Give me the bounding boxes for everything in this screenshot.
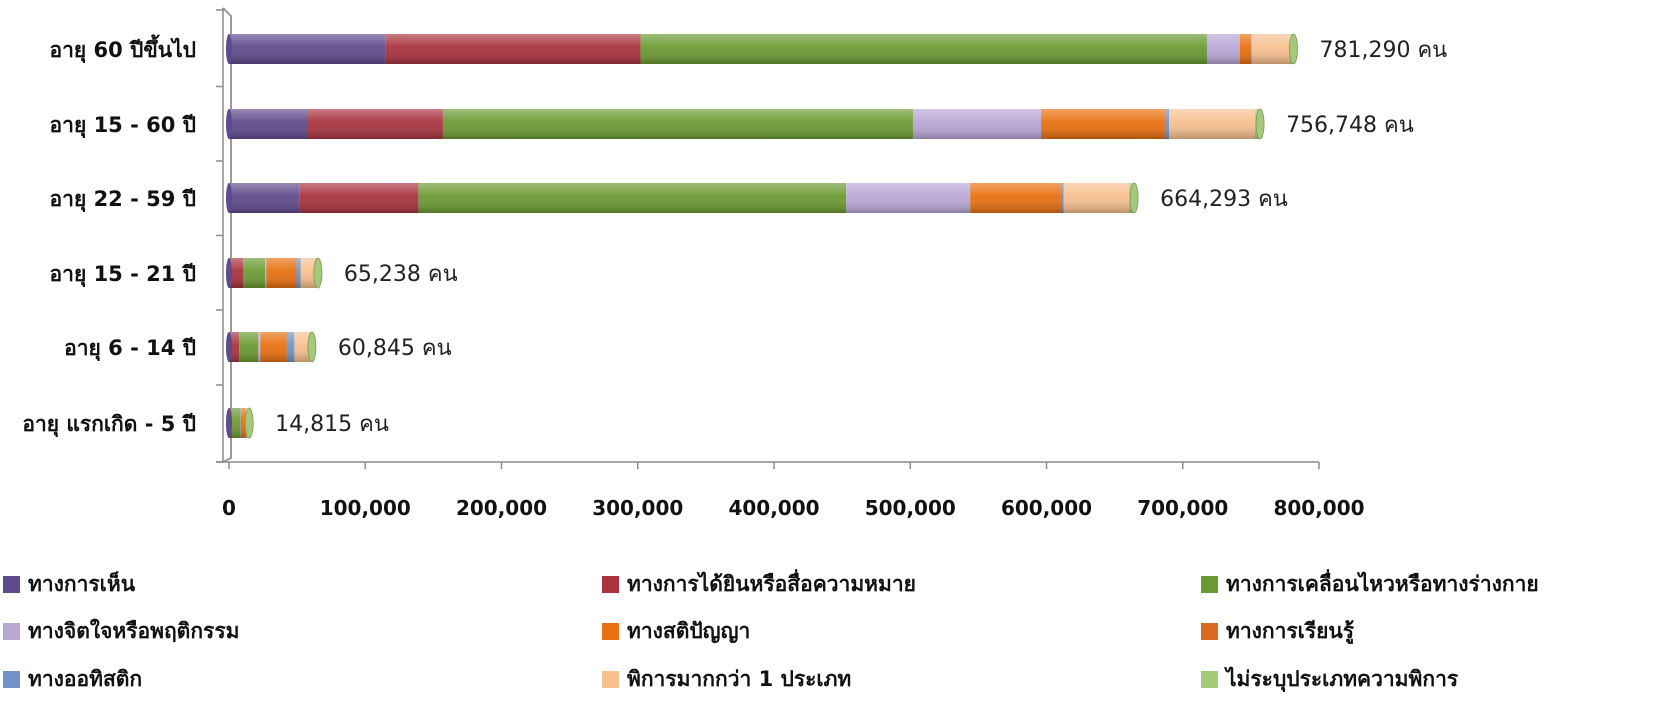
legend-item: ทางจิตใจหรือพฤติกรรม xyxy=(3,616,239,646)
bar-shading xyxy=(229,332,312,362)
axis-wall xyxy=(222,7,232,463)
legend-label: ทางการเคลื่อนไหวหรือทางร่างกาย xyxy=(1226,571,1539,596)
total-data-label: 664,293 คน xyxy=(1160,187,1288,212)
category-label: อายุ 15 - 21 ปี xyxy=(50,262,196,288)
total-data-label: 60,845 คน xyxy=(338,336,452,361)
category-label: อายุ แรกเกิด - 5 ปี xyxy=(22,412,196,438)
bar-start-cap xyxy=(226,183,232,213)
bar-shading xyxy=(229,408,250,438)
legend-label: ทางจิตใจหรือพฤติกรรม xyxy=(28,618,240,643)
bar-start-cap xyxy=(226,408,232,438)
legend-item: พิการมากกว่า 1 ประเภท xyxy=(602,664,851,694)
total-data-label: 14,815 คน xyxy=(275,412,389,437)
bar-start-cap xyxy=(226,34,232,64)
bar-end-cap xyxy=(313,257,323,289)
x-tick-label: 300,000 xyxy=(592,496,683,520)
legend-item: ทางการเรียนรู้ xyxy=(1201,616,1354,646)
legend-label: พิการมากกว่า 1 ประเภท xyxy=(627,666,852,691)
category-label: อายุ 60 ปีขึ้นไป xyxy=(50,34,197,64)
chart-legend: ทางการเห็น ทางการได้ยินหรือสื่อความหมาย ทา… xyxy=(0,572,1669,712)
legend-swatch xyxy=(602,670,619,688)
legend-swatch xyxy=(1201,575,1218,593)
bar-start-cap xyxy=(226,109,232,139)
bar-shading xyxy=(229,258,318,288)
bar-end-cap xyxy=(1129,182,1139,214)
legend-label: ทางการเห็น xyxy=(28,571,136,596)
bar-end-cap xyxy=(1255,108,1265,140)
legend-item: ทางออทิสติก xyxy=(3,664,142,694)
total-data-label: 781,290 คน xyxy=(1320,38,1448,63)
category-label: อายุ 15 - 60 ปี xyxy=(50,113,196,139)
category-label: อายุ 6 - 14 ปี xyxy=(64,336,196,362)
bar-shading xyxy=(229,34,1294,64)
bar-start-cap xyxy=(226,332,232,362)
legend-label: ทางการได้ยินหรือสื่อความหมาย xyxy=(627,571,916,596)
x-tick-label: 400,000 xyxy=(728,496,819,520)
x-tick-label: 700,000 xyxy=(1137,496,1228,520)
legend-item: ทางการได้ยินหรือสื่อความหมาย xyxy=(602,569,916,599)
bar-end-cap xyxy=(307,331,317,363)
bars-layer xyxy=(226,33,1298,439)
x-tick-label: 100,000 xyxy=(320,496,411,520)
x-tick-label: 800,000 xyxy=(1273,496,1364,520)
legend-swatch xyxy=(1201,622,1218,640)
x-tick-label: 600,000 xyxy=(1001,496,1092,520)
bar-shading xyxy=(229,109,1261,139)
legend-item: ไม่ระบุประเภทความพิการ xyxy=(1201,664,1458,694)
bar-start-cap xyxy=(226,258,232,288)
legend-swatch xyxy=(3,670,20,688)
bar-end-cap xyxy=(1289,33,1298,65)
legend-item: ทางสติปัญญา xyxy=(602,616,750,646)
bar-shading xyxy=(229,183,1135,213)
legend-item: ทางการเคลื่อนไหวหรือทางร่างกาย xyxy=(1201,569,1539,599)
legend-swatch xyxy=(3,622,20,640)
labels-layer: 0 100,000 200,000 300,000 400,000 500,000 600,… xyxy=(22,34,1447,520)
total-data-label: 756,748 คน xyxy=(1286,113,1414,138)
bar-end-cap xyxy=(244,407,254,439)
legend-swatch xyxy=(3,575,20,593)
legend-swatch xyxy=(602,575,619,593)
x-tick-label: 200,000 xyxy=(456,496,547,520)
legend-swatch xyxy=(602,622,619,640)
legend-swatch xyxy=(1201,670,1218,688)
legend-label: ไม่ระบุประเภทความพิการ xyxy=(1226,666,1459,691)
stacked-bar-chart: 0 100,000 200,000 300,000 400,000 500,000 600,… xyxy=(22,7,1447,520)
legend-item: ทางการเห็น xyxy=(3,569,135,599)
category-label: อายุ 22 - 59 ปี xyxy=(50,187,196,213)
legend-label: ทางออทิสติก xyxy=(28,666,143,691)
total-data-label: 65,238 คน xyxy=(344,262,458,287)
legend-label: ทางสติปัญญา xyxy=(627,618,751,643)
legend-label: ทางการเรียนรู้ xyxy=(1226,618,1355,643)
x-tick-label: 500,000 xyxy=(865,496,956,520)
x-tick-label: 0 xyxy=(222,496,236,520)
axis-layer xyxy=(216,7,1320,469)
